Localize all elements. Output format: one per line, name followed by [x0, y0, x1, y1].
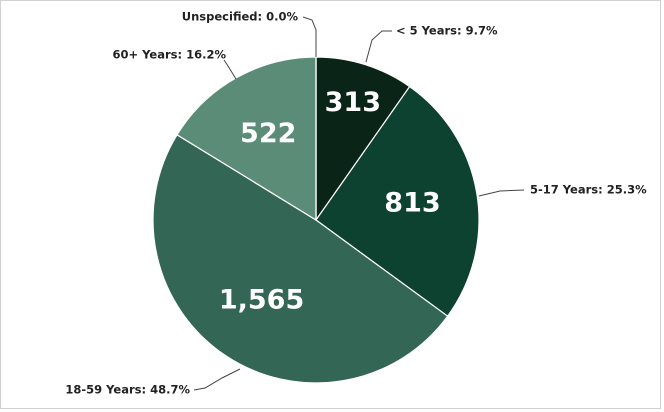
- pie-slice: [176, 56, 317, 222]
- category-label: 60+ Years: 16.2%: [113, 48, 227, 62]
- leader-line: [223, 59, 237, 80]
- leader-line: [193, 368, 241, 391]
- pie-slice: [315, 56, 411, 222]
- category-label: 5-17 Years: 25.3%: [530, 183, 647, 197]
- pie-slice: [315, 85, 480, 318]
- value-label: 522: [240, 118, 296, 149]
- leader-line: [302, 16, 317, 57]
- category-label: < 5 Years: 9.7%: [396, 24, 498, 38]
- value-label: 1,565: [219, 285, 304, 316]
- leader-line: [365, 30, 392, 63]
- leader-line: [478, 189, 525, 197]
- category-label: Unspecified: 0.0%: [182, 10, 299, 24]
- value-label: 313: [325, 87, 381, 118]
- category-label: 18-59 Years: 48.7%: [65, 383, 190, 397]
- value-label: 813: [384, 188, 440, 219]
- pie-slice: [152, 133, 449, 384]
